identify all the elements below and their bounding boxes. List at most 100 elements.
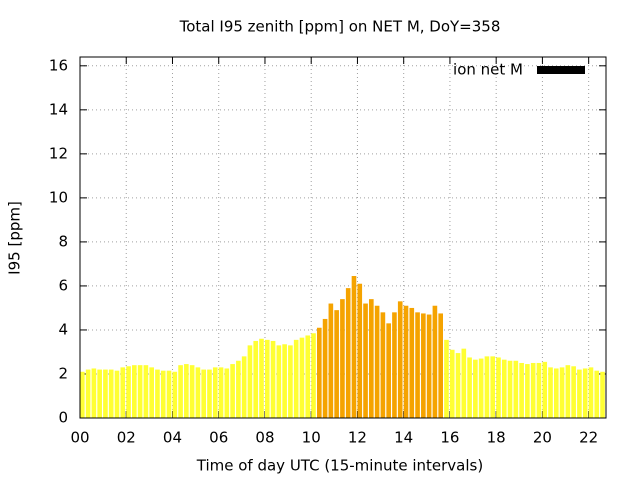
bar: [276, 345, 282, 418]
bar: [236, 360, 241, 418]
x-tick-label: 04: [163, 429, 182, 447]
bar: [588, 367, 594, 418]
bar: [85, 369, 91, 418]
bar: [241, 356, 247, 418]
bar: [334, 310, 339, 418]
bar: [247, 345, 253, 418]
y-axis-label: I95 [ppm]: [6, 201, 24, 275]
y-tick-label: 2: [58, 364, 68, 382]
bar: [409, 307, 415, 418]
bar: [507, 360, 513, 418]
bar: [559, 367, 565, 418]
bar: [374, 305, 380, 418]
bar: [166, 370, 172, 418]
bar: [316, 327, 322, 418]
bar: [114, 370, 120, 418]
bar: [311, 333, 316, 418]
bar: [380, 312, 386, 418]
bar: [484, 356, 490, 418]
bar: [149, 367, 154, 418]
bar: [351, 276, 357, 418]
bar: [582, 368, 588, 418]
bar: [415, 312, 420, 418]
bar: [126, 366, 131, 418]
x-tick-label: 20: [533, 429, 552, 447]
bar: [403, 305, 409, 418]
bar: [97, 369, 102, 418]
x-tick-label: 16: [440, 429, 459, 447]
bar: [259, 338, 264, 418]
bar: [455, 353, 461, 418]
bar: [178, 365, 183, 418]
bar: [189, 365, 195, 418]
bar: [478, 358, 484, 418]
bar: [553, 368, 559, 418]
bar: [449, 349, 455, 418]
y-tick-label: 4: [58, 320, 68, 338]
bar: [224, 368, 230, 418]
bar: [137, 365, 143, 418]
bar: [340, 299, 345, 418]
bar: [571, 366, 576, 418]
bar: [467, 357, 472, 418]
bar: [264, 339, 270, 418]
x-tick-label: 00: [70, 429, 89, 447]
bar: [461, 348, 467, 418]
bar: [369, 299, 374, 418]
bar: [519, 362, 524, 418]
bar: [444, 339, 449, 418]
bar: [253, 340, 259, 418]
bar: [103, 369, 108, 418]
bar: [322, 318, 328, 418]
bar: [530, 362, 536, 418]
bar: [91, 368, 97, 418]
bar: [600, 371, 605, 418]
legend-label: ion net M: [453, 61, 523, 79]
x-tick-label: 18: [487, 429, 506, 447]
bar: [438, 313, 443, 418]
bar: [421, 313, 426, 418]
x-tick-label: 08: [255, 429, 274, 447]
bar: [548, 367, 553, 418]
bar: [184, 364, 189, 418]
y-tick-label: 10: [49, 188, 68, 206]
x-axis-label: Time of day UTC (15-minute intervals): [196, 457, 483, 475]
x-tick-label: 12: [348, 429, 367, 447]
y-tick-label: 0: [58, 409, 68, 427]
bar: [397, 301, 403, 418]
bar: [392, 312, 397, 418]
plot-frame: [79, 56, 607, 419]
bar: [288, 345, 293, 418]
bar: [426, 314, 432, 418]
bar: [212, 367, 218, 418]
bar: [80, 371, 85, 418]
bar: [160, 370, 166, 418]
x-tick-label: 06: [209, 429, 228, 447]
bar: [218, 367, 224, 418]
bar: [577, 369, 582, 418]
bar: [108, 369, 114, 418]
y-tick-label: 16: [49, 56, 68, 74]
x-tick-label: 10: [302, 429, 321, 447]
bar: [525, 364, 530, 418]
bar: [120, 367, 126, 418]
legend-swatch: [537, 66, 585, 74]
y-tick-label: 14: [49, 100, 68, 118]
bar: [201, 369, 207, 418]
bar: [172, 371, 178, 418]
bar: [345, 288, 351, 418]
bar: [270, 340, 276, 418]
bar: [501, 359, 507, 418]
y-tick-label: 8: [58, 232, 68, 250]
y-tick-label: 6: [58, 276, 68, 294]
bar: [293, 339, 299, 418]
bar: [386, 323, 391, 418]
bar: [328, 303, 334, 418]
bar: [565, 365, 571, 418]
bar: [155, 369, 160, 418]
y-tick-label: 12: [49, 144, 68, 162]
bar: [207, 369, 212, 418]
bar: [490, 356, 496, 418]
bar: [282, 344, 287, 418]
x-tick-label: 22: [579, 429, 598, 447]
